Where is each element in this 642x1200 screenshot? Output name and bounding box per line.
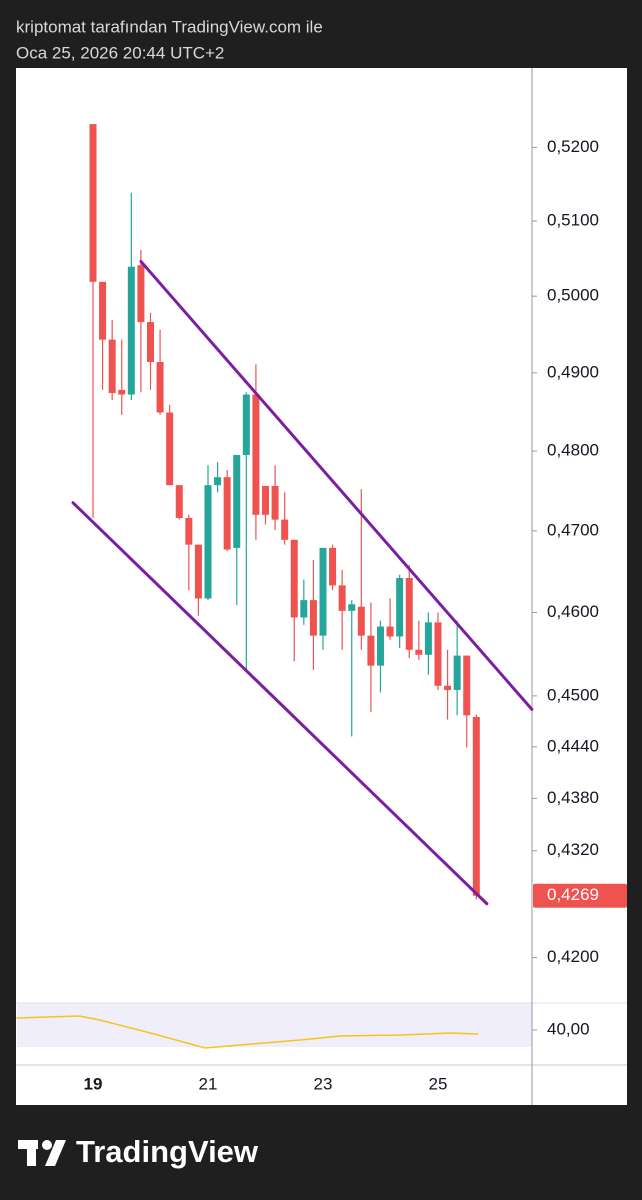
candle-body — [194, 544, 202, 599]
candle-body — [175, 485, 183, 519]
last-price-box — [533, 883, 627, 908]
candle-body — [118, 389, 126, 395]
y-tick-label: 0,4440 — [547, 736, 599, 755]
candle-body — [300, 600, 308, 618]
y-tick-label: 40,00 — [547, 1019, 590, 1038]
plot: 0,5200 0,5100 0,5000 0,4900 0,4800 0,4700 0,46… — [16, 124, 627, 1093]
y-tick-label: 0,4500 — [547, 685, 599, 704]
candle-body — [99, 281, 107, 340]
candle-body — [319, 547, 327, 636]
candle-body — [444, 685, 452, 690]
candle-body — [357, 606, 365, 636]
last-price-label: 0,4269 — [547, 885, 599, 904]
candle-body — [252, 394, 260, 515]
candle-body — [271, 485, 279, 520]
header-subtitle: Oca 25, 2026 20:44 UTC+2 — [16, 43, 224, 62]
x-tick-label: 25 — [429, 1074, 448, 1093]
oscillator-pane — [17, 1003, 532, 1047]
y-tick-label: 0,5200 — [547, 137, 599, 156]
candle-body — [146, 322, 154, 362]
candle-body — [89, 124, 97, 282]
candle-body — [463, 655, 471, 716]
candle-body — [166, 412, 174, 486]
candle-body — [386, 626, 394, 637]
logo-stem — [27, 1140, 36, 1166]
candle-body — [214, 477, 222, 486]
candle-body — [434, 622, 442, 686]
logo-slash — [45, 1140, 66, 1166]
candle-body — [396, 578, 404, 637]
logo-dot — [42, 1140, 52, 1150]
candle-body — [367, 635, 375, 666]
trendline — [71, 501, 489, 906]
candle-body — [223, 477, 231, 550]
candle-body — [108, 339, 116, 394]
candle-body — [281, 519, 289, 540]
candle-body — [415, 649, 423, 655]
y-tick-label: 0,4200 — [547, 947, 599, 966]
y-tick-label: 0,4800 — [547, 441, 599, 460]
candle-body — [405, 578, 413, 650]
candle-body — [424, 622, 432, 655]
candle-body — [137, 265, 145, 323]
candle-body — [376, 626, 384, 666]
candle-body — [233, 454, 241, 548]
candle-body — [453, 655, 461, 690]
oscillator-line — [16, 1015, 479, 1049]
x-tick-label: 19 — [84, 1074, 103, 1093]
candle-body — [242, 394, 250, 455]
candle-body — [309, 600, 317, 636]
y-tick-label: 0,5100 — [547, 211, 599, 230]
y-tick-label: 0,4700 — [547, 520, 599, 539]
trendline — [139, 259, 534, 711]
brand: TradingView — [76, 1134, 259, 1169]
candle-body — [338, 585, 346, 611]
candle-body — [156, 361, 164, 413]
candle-body — [348, 604, 356, 611]
header-title: kriptomat tarafından TradingView.com ile — [16, 17, 323, 36]
candle-body — [472, 716, 480, 896]
y-tick-label: 0,5000 — [547, 286, 599, 305]
candle-body — [127, 266, 135, 395]
candle-body — [204, 485, 212, 599]
y-tick-label: 0,4900 — [547, 362, 599, 381]
x-tick-label: 23 — [314, 1074, 333, 1093]
candle-body — [185, 518, 193, 545]
y-tick-label: 0,4600 — [547, 602, 599, 621]
logo — [18, 1140, 66, 1166]
y-tick-label: 0,4320 — [547, 840, 599, 859]
y-tick-label: 0,4380 — [547, 788, 599, 807]
x-tick-label: 21 — [199, 1074, 218, 1093]
candle-body — [290, 539, 298, 618]
candle-body — [329, 547, 337, 586]
candle-body — [261, 485, 269, 515]
